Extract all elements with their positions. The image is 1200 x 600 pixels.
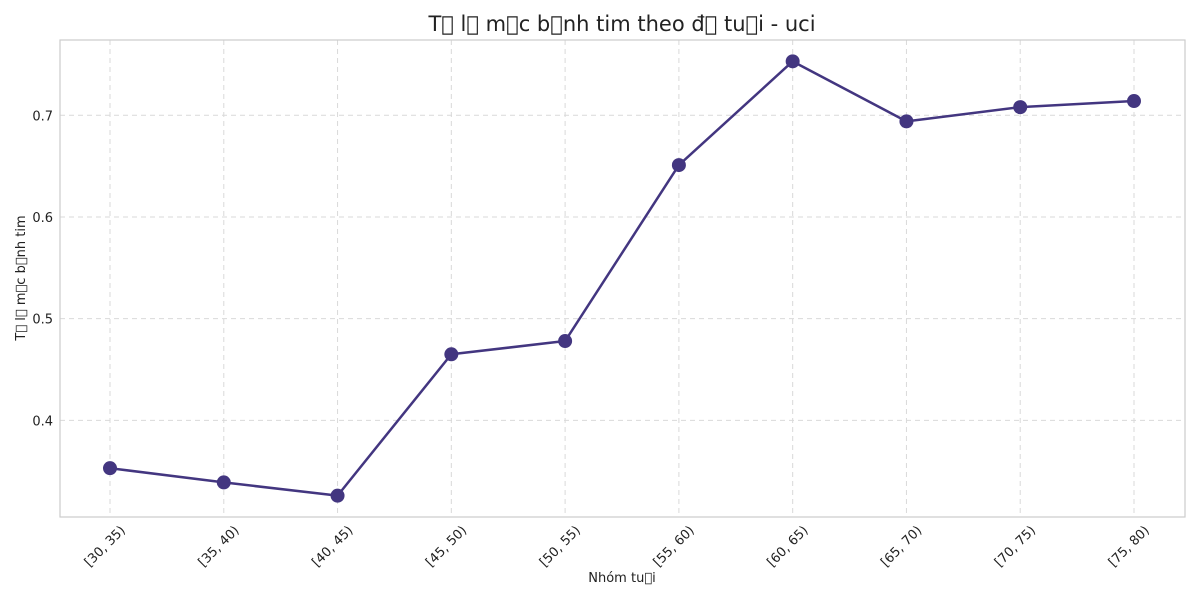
x-tick-label: [70, 75): [992, 523, 1039, 570]
chart-title: T  l  m c b nh tim theo đ  tu i - uci: [427, 12, 815, 36]
x-axis-label: Nhóm tu i: [588, 571, 655, 586]
data-point: [330, 488, 345, 503]
x-tick-label: [60, 65): [764, 523, 811, 570]
x-tick-label: [45, 50): [423, 523, 470, 570]
x-tick-label: [30, 35): [82, 523, 129, 570]
x-tick-label: [50, 55): [537, 523, 584, 570]
x-tick-label: [75, 80): [1106, 523, 1153, 570]
data-point: [899, 114, 914, 129]
data-point: [103, 461, 117, 476]
y-tick-label: 0.5: [32, 313, 53, 328]
y-axis-label: T  l  m c b nh tim: [14, 215, 29, 341]
y-tick-labels: 0.4 0.5 0.6 0.7: [32, 109, 53, 429]
data-point: [444, 347, 459, 362]
y-tick-label: 0.4: [32, 414, 53, 429]
y-tick-label: 0.6: [32, 211, 53, 226]
x-tick-label: [55, 60): [651, 523, 698, 570]
data-point: [558, 334, 573, 349]
y-tick-label: 0.7: [32, 109, 53, 124]
series-layer: [103, 54, 1141, 503]
series-line: [109, 60, 1135, 497]
data-point: [216, 475, 231, 490]
x-tick-label: [35, 40): [196, 523, 243, 570]
data-point: [1013, 100, 1028, 115]
grid-layer: [60, 40, 1185, 517]
data-point: [1127, 94, 1141, 109]
x-tick-labels: [30, 35) [35, 40) [40, 45) [45, 50) [50, 55)…: [82, 523, 1153, 570]
data-point: [785, 54, 800, 69]
x-tick-label: [40, 45): [309, 523, 356, 570]
data-point: [671, 158, 686, 173]
plot-frame: [59, 39, 1186, 518]
x-tick-label: [65, 70): [878, 523, 925, 570]
